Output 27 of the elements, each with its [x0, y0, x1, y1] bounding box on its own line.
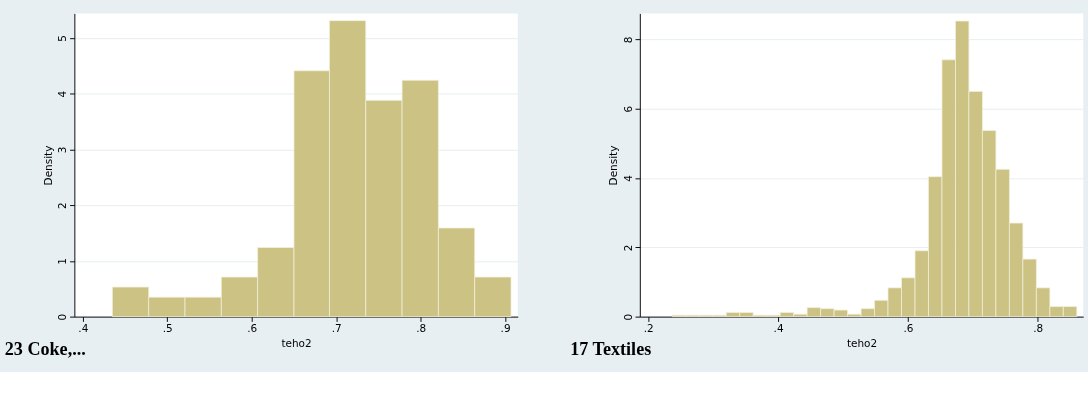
y-tick-label: 6: [621, 105, 634, 113]
y-tick-label: 4: [621, 174, 634, 182]
x-tick-label: .8: [416, 322, 427, 335]
y-tick-label: 2: [621, 244, 634, 252]
x-tick-label: .6: [903, 322, 914, 335]
y-tick-label: 8: [621, 36, 634, 44]
x-tick-label: .2: [643, 322, 654, 335]
x-tick-label: .4: [773, 322, 784, 335]
y-tick-label: 3: [56, 146, 69, 154]
y-tick-label: 0: [56, 313, 69, 321]
y-axis-title: Density: [607, 145, 620, 186]
text: 23 Coke,...: [4, 338, 86, 359]
text: 17 Textiles: [570, 338, 652, 359]
x-axis-title: teho2: [281, 336, 312, 349]
y-axis-title: Density: [41, 145, 54, 186]
y-tick-label: 0: [621, 313, 634, 321]
x-axis-title: teho2: [846, 336, 878, 349]
y-tick-label: 1: [56, 258, 69, 265]
y-tick-label: 4: [56, 90, 69, 98]
x-tick-label: .6: [247, 322, 258, 335]
x-tick-label: .5: [162, 322, 173, 335]
y-tick-label: 2: [56, 202, 69, 209]
x-tick-label: .8: [1033, 322, 1044, 335]
x-tick-label: .9: [500, 322, 511, 335]
y-tick-label: 5: [56, 35, 69, 42]
x-tick-label: .7: [331, 322, 342, 335]
x-tick-label: .4: [78, 322, 89, 335]
